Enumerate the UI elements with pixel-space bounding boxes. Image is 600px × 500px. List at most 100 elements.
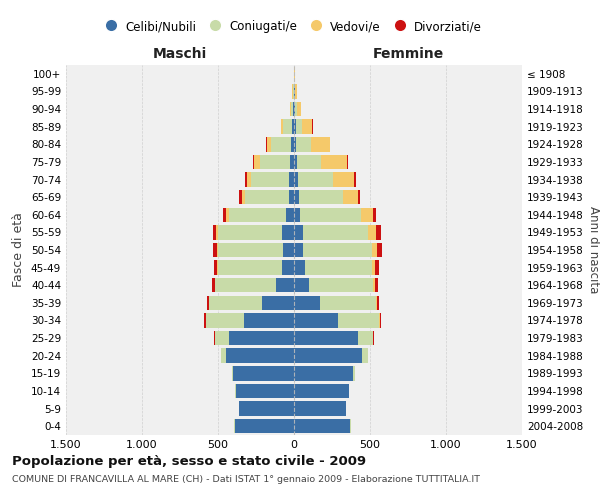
Bar [206,314,244,328]
Y-axis label: Anni di nascita: Anni di nascita [587,206,600,294]
Bar [322,154,347,169]
Bar [294,260,305,275]
Bar [282,260,294,275]
Bar [223,208,226,222]
Bar [294,243,303,257]
Bar [244,314,294,328]
Bar [293,102,294,117]
Bar [362,348,368,363]
Text: Femmine: Femmine [373,48,443,62]
Bar [294,348,362,363]
Bar [207,296,209,310]
Bar [354,172,356,186]
Bar [229,208,286,222]
Bar [262,296,294,310]
Bar [242,190,245,204]
Bar [271,137,291,152]
Bar [289,190,294,204]
Bar [251,172,289,186]
Bar [343,190,358,204]
Bar [371,243,377,257]
Bar [294,120,296,134]
Bar [245,172,247,186]
Bar [236,384,294,398]
Bar [235,419,294,434]
Bar [290,154,294,169]
Bar [296,120,302,134]
Bar [266,137,271,152]
Bar [300,208,361,222]
Bar [294,84,295,98]
Bar [218,225,282,240]
Bar [235,384,236,398]
Bar [217,225,218,240]
Bar [373,331,374,345]
Bar [368,225,376,240]
Bar [338,314,379,328]
Bar [281,120,283,134]
Bar [218,243,283,257]
Bar [213,243,217,257]
Bar [217,260,218,275]
Legend: Celibi/Nubili, Coniugati/e, Vedovi/e, Divorziati/e: Celibi/Nubili, Coniugati/e, Vedovi/e, Di… [101,16,487,38]
Bar [283,120,292,134]
Bar [311,137,330,152]
Bar [320,296,376,310]
Bar [347,154,349,169]
Bar [353,366,355,380]
Bar [286,208,294,222]
Bar [309,278,373,292]
Y-axis label: Fasce di età: Fasce di età [13,212,25,288]
Bar [297,102,301,117]
Bar [221,348,226,363]
Bar [298,172,333,186]
Bar [294,154,297,169]
Bar [294,172,298,186]
Bar [333,172,354,186]
Bar [303,225,368,240]
Bar [212,225,217,240]
Bar [294,278,309,292]
Bar [295,102,297,117]
Bar [302,120,312,134]
Text: Maschi: Maschi [153,48,207,62]
Bar [260,154,290,169]
Bar [247,172,251,186]
Bar [377,243,382,257]
Bar [299,190,343,204]
Bar [276,278,294,292]
Bar [294,314,338,328]
Bar [294,296,320,310]
Bar [371,260,374,275]
Bar [294,419,350,434]
Bar [294,137,296,152]
Bar [212,278,215,292]
Bar [294,366,353,380]
Bar [294,384,349,398]
Bar [294,331,358,345]
Bar [226,208,229,222]
Bar [292,120,294,134]
Bar [294,208,300,222]
Bar [245,190,289,204]
Bar [294,402,346,416]
Bar [239,402,294,416]
Bar [376,296,377,310]
Bar [374,260,379,275]
Bar [239,190,242,204]
Bar [215,278,276,292]
Bar [254,154,260,169]
Text: Popolazione per età, sesso e stato civile - 2009: Popolazione per età, sesso e stato civil… [12,455,366,468]
Bar [296,137,311,152]
Bar [294,190,299,204]
Bar [377,296,379,310]
Bar [226,348,294,363]
Bar [374,278,379,292]
Bar [376,225,380,240]
Bar [209,296,262,310]
Bar [282,225,294,240]
Bar [233,366,294,380]
Text: COMUNE DI FRANCAVILLA AL MARE (CH) - Dati ISTAT 1° gennaio 2009 - Elaborazione T: COMUNE DI FRANCAVILLA AL MARE (CH) - Dat… [12,475,480,484]
Bar [291,102,293,117]
Bar [373,278,374,292]
